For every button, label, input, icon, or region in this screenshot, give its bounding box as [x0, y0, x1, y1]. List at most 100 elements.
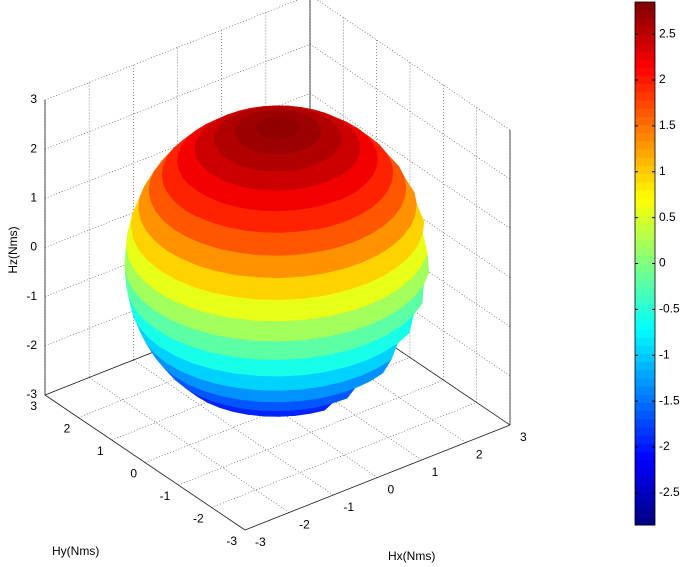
colorbar-band [635, 288, 655, 297]
x-tick-label: -1 [343, 500, 354, 514]
colorbar-band [635, 451, 655, 461]
colorbar-band [635, 443, 655, 452]
colorbar-band [635, 91, 655, 101]
surface-facet [278, 189, 296, 212]
colorbar-band [635, 410, 655, 420]
colorbar-band [635, 206, 655, 215]
colorbar-band [635, 418, 655, 428]
surface-facet [234, 274, 259, 300]
colorbar-tick-label: 2.5 [659, 26, 676, 40]
x-tick-label: -3 [255, 535, 266, 549]
colorbar-band [635, 500, 655, 510]
surface-facet [279, 339, 305, 360]
colorbar-band [635, 108, 655, 117]
colorbar-band [635, 198, 655, 207]
z-tick-label: -2 [26, 338, 37, 352]
surface-facet [279, 298, 305, 322]
y-tick-label: 1 [97, 444, 104, 458]
colorbar-band [635, 296, 655, 305]
colorbar-tick-label: -1 [659, 347, 670, 361]
surface-facet [257, 254, 281, 279]
axis-edge [44, 394, 246, 531]
surface-facet [278, 210, 298, 234]
surface-facet [303, 336, 328, 359]
surface-facet [256, 276, 281, 301]
colorbar-band [635, 279, 655, 289]
colorbar-band [635, 467, 655, 477]
surface-facet [236, 252, 261, 278]
x-tick-label: 0 [388, 483, 395, 497]
surface-facet [259, 401, 281, 412]
colorbar-band [635, 2, 655, 11]
x-axis-label: Hx(Nms) [388, 549, 435, 563]
colorbar-band [635, 263, 655, 273]
colorbar-band [635, 492, 655, 501]
surface-facet [301, 273, 326, 299]
surface-facet [279, 374, 304, 391]
colorbar-band [635, 394, 655, 403]
surface-facet [279, 400, 301, 412]
x-tick-label: 1 [432, 465, 439, 479]
surface-facet [233, 296, 258, 321]
colorbar-band [635, 75, 655, 85]
grid-line [309, 43, 511, 180]
colorbar-band [635, 116, 655, 126]
colorbar-tick-label: 0.5 [659, 210, 676, 224]
grid-line [44, 0, 299, 101]
colorbar-band [635, 59, 655, 68]
surface-facet [279, 319, 305, 342]
surface-facet [279, 357, 305, 377]
colorbar-tick-label: 1 [659, 164, 666, 178]
colorbar-band [635, 181, 655, 191]
grid-line [88, 377, 290, 513]
colorbar-band [635, 124, 655, 134]
colorbar-band [635, 255, 655, 264]
colorbar-band [635, 402, 655, 412]
surface-facet [299, 251, 324, 277]
colorbar-band [635, 132, 655, 142]
colorbar-band [635, 100, 655, 109]
colorbar-band [635, 247, 655, 256]
surface-facet [234, 372, 259, 391]
surface-facet [263, 190, 280, 212]
y-axis-label: Hy(Nms) [52, 544, 99, 558]
colorbar-band [635, 34, 655, 44]
surface-facet [302, 294, 328, 321]
colorbar-band [635, 320, 655, 330]
surface-facet [261, 410, 280, 417]
colorbar-tick-label: 2 [659, 72, 666, 86]
surface-facet [279, 231, 301, 256]
colorbar-band [635, 459, 655, 469]
colorbar-band [635, 312, 655, 322]
colorbar-band [635, 508, 655, 518]
surface-facet [279, 253, 303, 279]
surface-facet [256, 358, 281, 377]
y-tick-label: 2 [64, 422, 71, 436]
x-tick-label: -2 [299, 518, 310, 532]
z-tick-label: 2 [30, 141, 37, 155]
surface [124, 105, 430, 417]
colorbar-band [635, 475, 655, 485]
y-tick-label: 3 [30, 399, 37, 413]
colorbar-band [635, 516, 655, 526]
colorbar-band [635, 26, 655, 36]
grid-line [44, 43, 311, 150]
surface-facet [297, 229, 320, 255]
z-tick-label: 3 [30, 92, 37, 106]
colorbar-band [635, 435, 655, 444]
axis-edge [244, 424, 511, 531]
colorbar-band [635, 230, 655, 240]
surface-facet [256, 340, 281, 360]
surface-facet [232, 337, 257, 360]
grid-line [211, 402, 477, 508]
colorbar-band [635, 149, 655, 158]
z-tick-label: -1 [26, 289, 37, 303]
z-axis-label: Hz(Nms) [6, 226, 20, 273]
colorbar-tick-label: 1.5 [659, 118, 676, 132]
colorbar-band [635, 304, 655, 314]
colorbar-band [635, 214, 655, 224]
grid-line [133, 359, 334, 496]
y-tick-label: -3 [226, 534, 237, 548]
